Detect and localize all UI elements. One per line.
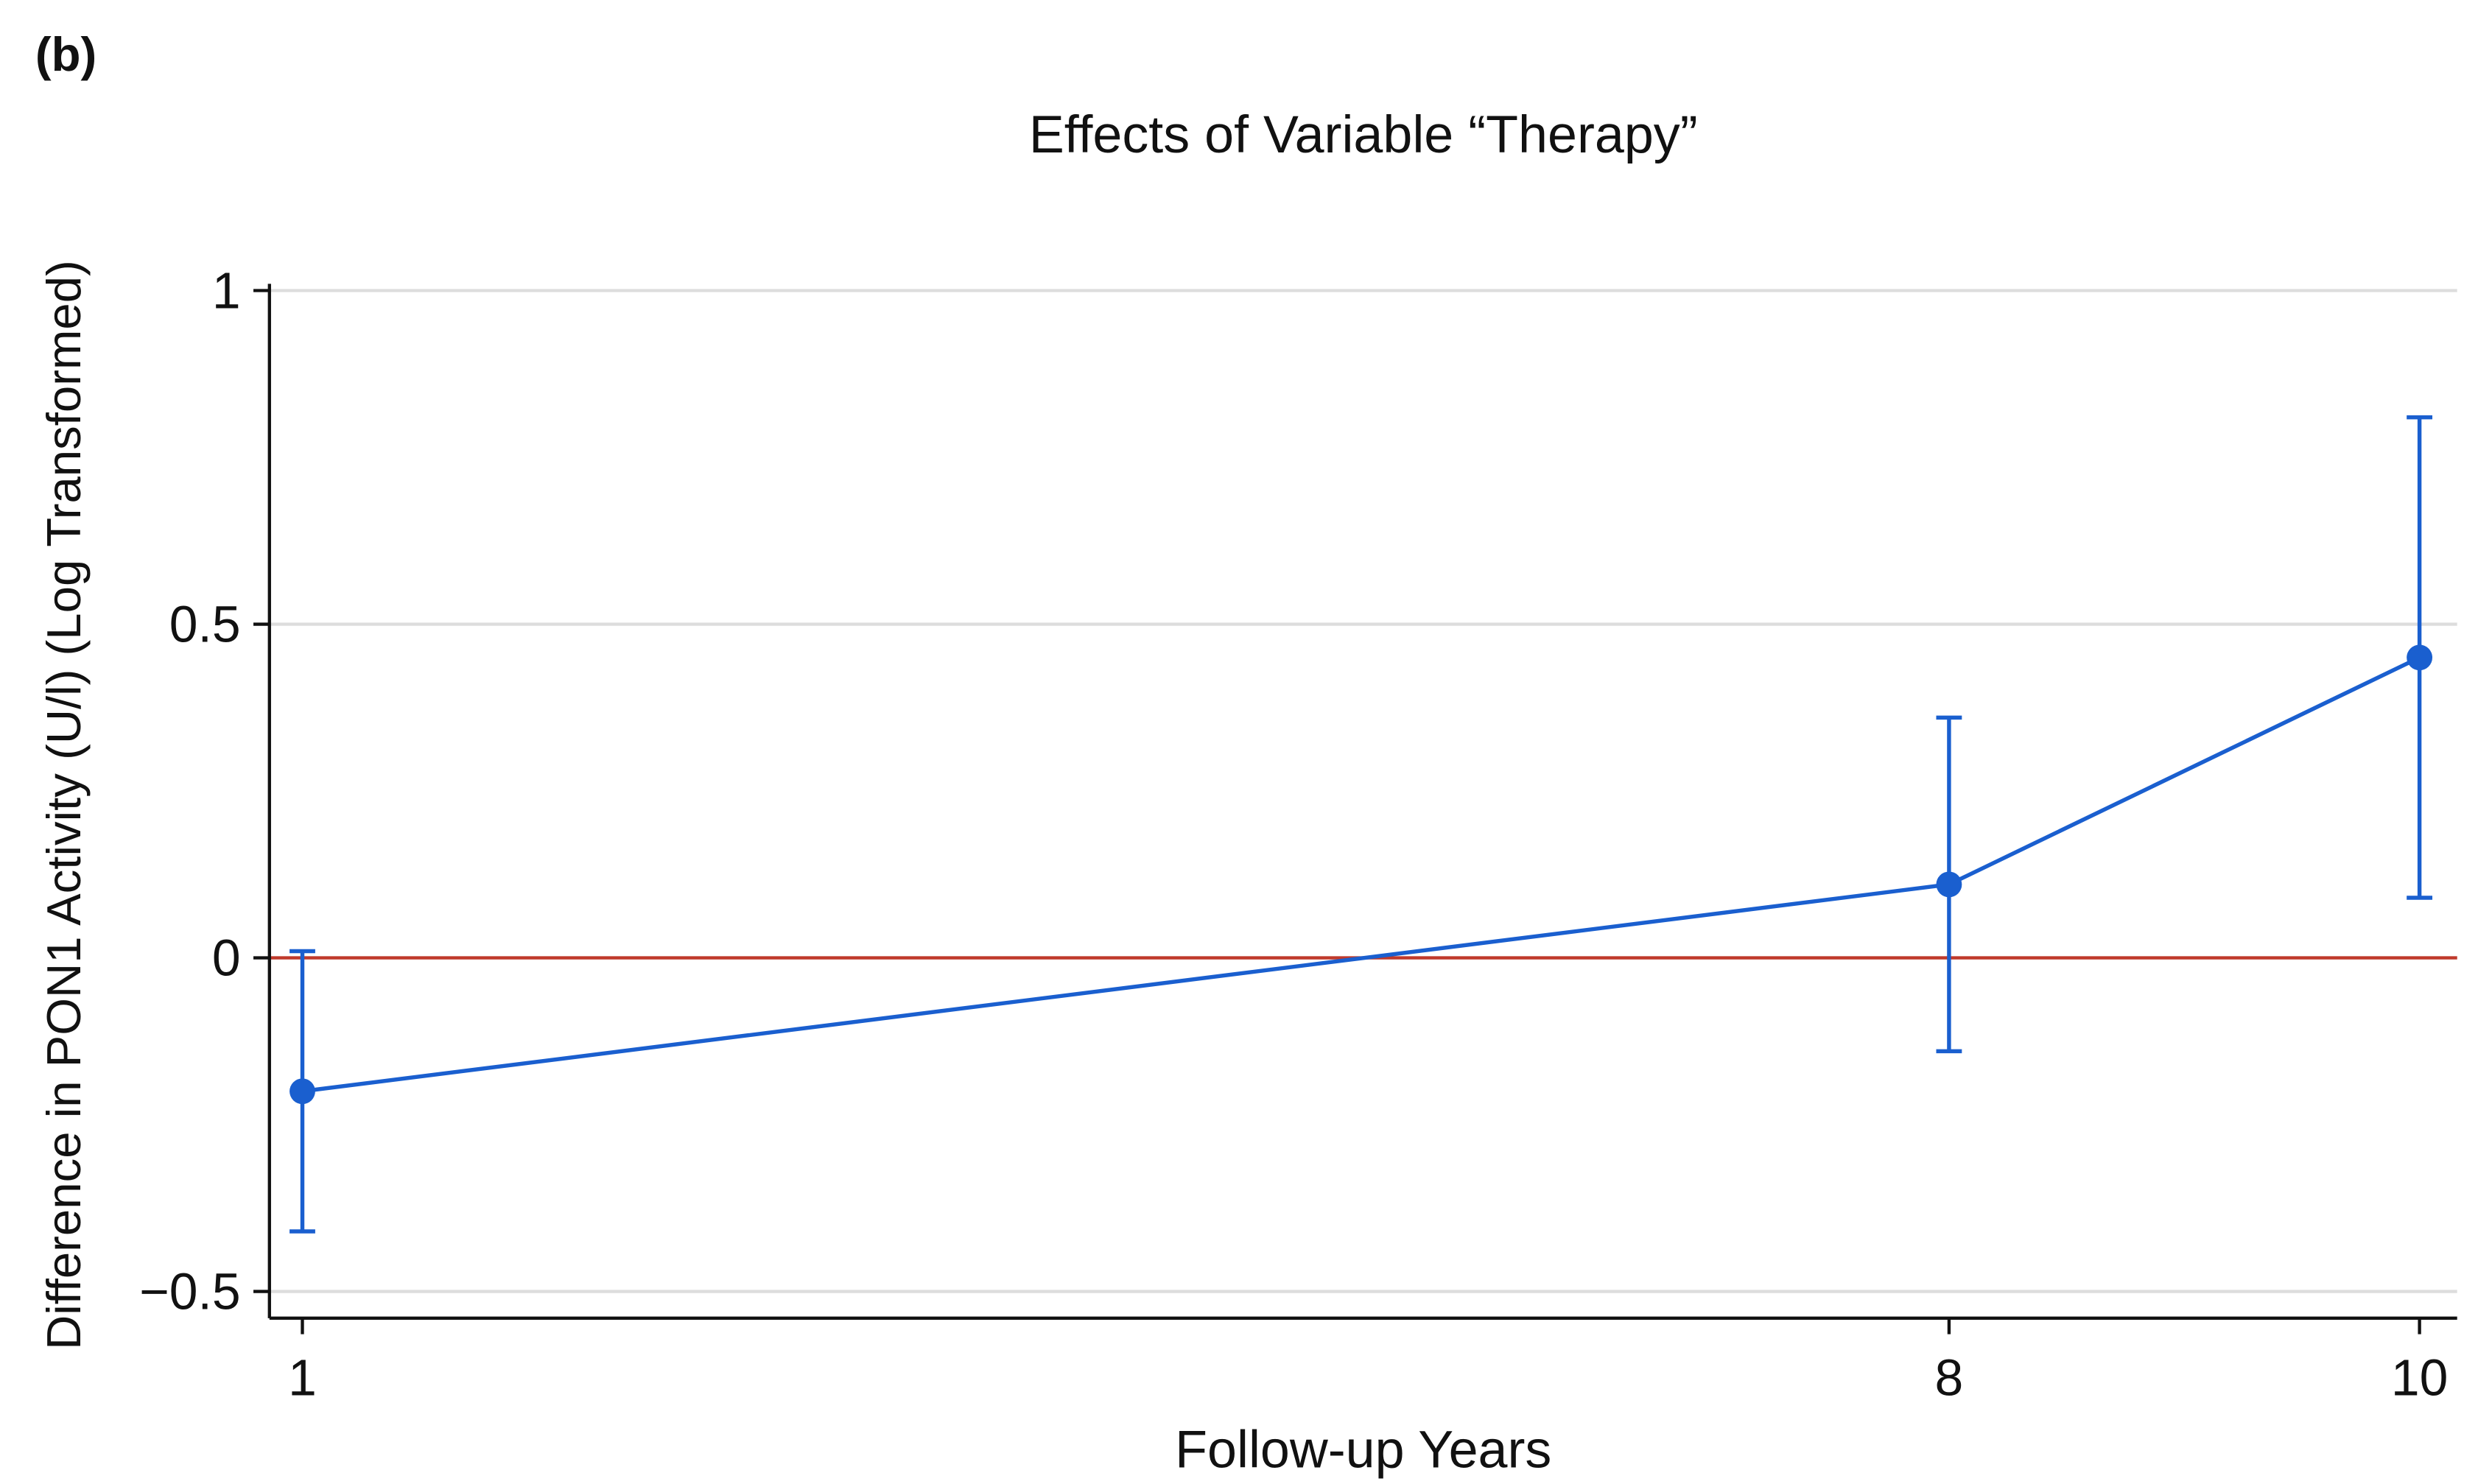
x-tick-label: 8 [1935, 1348, 1964, 1406]
x-tick-label: 1 [288, 1348, 317, 1406]
x-tick-label: 10 [2391, 1348, 2448, 1406]
x-axis-label: Follow-up Years [1175, 1420, 1551, 1479]
y-axis-label: Difference in PON1 Activity (U/l) (Log T… [37, 260, 91, 1350]
y-tick-label: 0.5 [169, 595, 241, 653]
chart-title: Effects of Variable “Therapy” [1029, 105, 1698, 164]
data-point [1936, 871, 1962, 898]
y-tick-label: 0 [212, 929, 241, 987]
data-point [2407, 644, 2433, 671]
y-tick-label: 1 [212, 261, 241, 319]
data-point [289, 1078, 315, 1105]
y-tick-label: −0.5 [139, 1263, 241, 1321]
panel-label: (b) [35, 27, 96, 81]
series-line [302, 655, 2421, 1094]
